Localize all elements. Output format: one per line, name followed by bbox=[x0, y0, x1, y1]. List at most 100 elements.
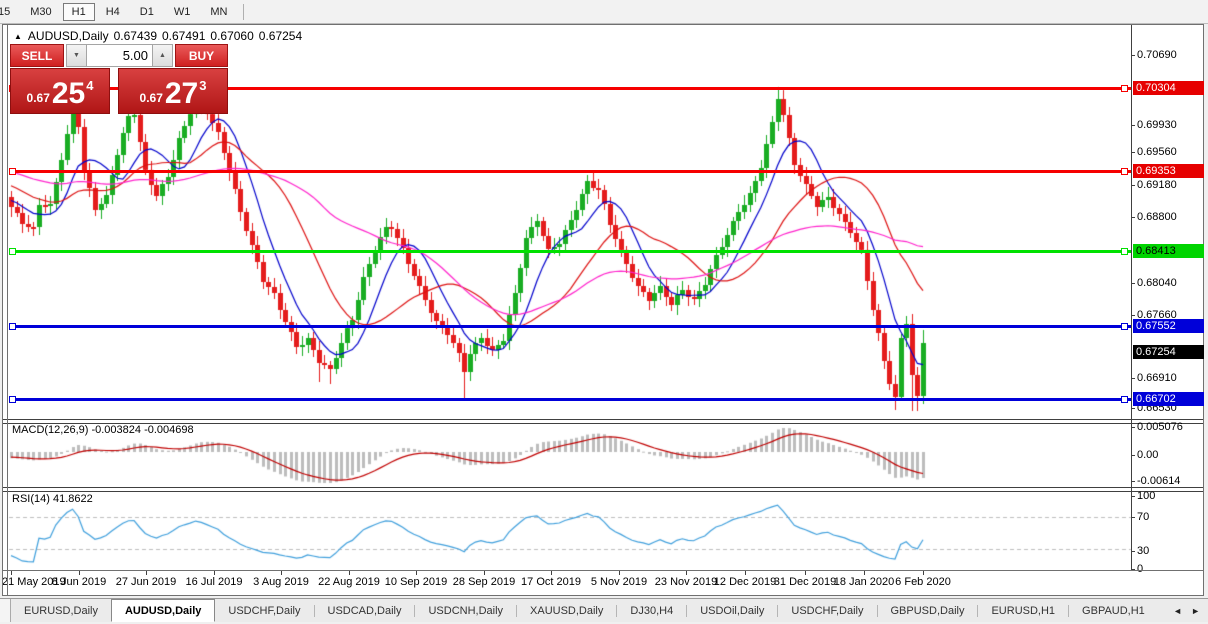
volume-input[interactable] bbox=[87, 44, 152, 67]
date-label: 21 May 2019 bbox=[2, 576, 66, 588]
timeframe-button-d1[interactable]: D1 bbox=[139, 5, 154, 18]
window-left-inner-border bbox=[7, 25, 8, 595]
price-level-badge: 0.66702 bbox=[1133, 392, 1204, 406]
tab-divider bbox=[876, 604, 878, 617]
hline-right-handle[interactable] bbox=[1121, 396, 1128, 403]
price-tick-label: 0.66910 bbox=[1137, 372, 1177, 384]
date-label: 6 Feb 2020 bbox=[895, 576, 951, 588]
tab-scroll-left-icon[interactable]: ◄ bbox=[1173, 605, 1183, 616]
timeframe-toolbar: 15 M30 H1 H4 D1 W1 MN bbox=[0, 0, 1208, 24]
timeframe-button-mn[interactable]: MN bbox=[210, 5, 228, 18]
date-tick bbox=[79, 571, 80, 575]
timeframe-button-w1[interactable]: W1 bbox=[173, 5, 191, 18]
macd-pane-separator[interactable] bbox=[2, 419, 1204, 424]
timeframe-button-h4[interactable]: H4 bbox=[105, 5, 120, 18]
date-tick bbox=[619, 571, 620, 575]
rsi-axis-label: 0 bbox=[1137, 563, 1144, 575]
price-tick bbox=[1131, 185, 1135, 186]
date-tick bbox=[686, 571, 687, 575]
date-tick bbox=[146, 571, 147, 575]
rsi-axis-label: 30 bbox=[1137, 545, 1150, 557]
macd-axis-tick bbox=[1131, 481, 1135, 482]
date-label: 31 Dec 2019 bbox=[773, 576, 837, 588]
price-tick bbox=[1131, 408, 1135, 409]
price-tick-label: 0.70690 bbox=[1137, 49, 1177, 61]
date-tick bbox=[11, 571, 12, 575]
horizontal-level-line-0.68413[interactable] bbox=[9, 250, 1131, 253]
tab-item-usdoil-daily[interactable]: USDOil,Daily bbox=[700, 604, 765, 617]
buy-price-quote[interactable]: 0.67 27 3 bbox=[118, 68, 228, 114]
rsi-axis-tick bbox=[1131, 551, 1135, 552]
timeframe-button-m30[interactable]: M30 bbox=[30, 5, 52, 18]
macd-axis-tick bbox=[1131, 427, 1135, 428]
price-level-badge: 0.70304 bbox=[1133, 81, 1204, 95]
price-tick-label: 0.69560 bbox=[1137, 146, 1177, 158]
price-level-badge: 0.69353 bbox=[1133, 164, 1204, 178]
ohlc-open: 0.67439 bbox=[113, 29, 157, 43]
date-tick bbox=[416, 571, 417, 575]
date-tick bbox=[484, 571, 485, 575]
rsi-axis-label: 70 bbox=[1137, 511, 1150, 523]
tab-divider bbox=[313, 604, 315, 617]
macd-axis-label: 0.00 bbox=[1137, 449, 1159, 461]
price-tick-label: 0.69180 bbox=[1137, 179, 1177, 191]
sell-price-quote[interactable]: 0.67 25 4 bbox=[10, 68, 110, 114]
price-tick bbox=[1131, 55, 1135, 56]
tab-divider bbox=[686, 604, 688, 617]
tab-item-usdcnh-daily[interactable]: USDCNH,Daily bbox=[428, 604, 504, 617]
rsi-pane-separator[interactable] bbox=[2, 487, 1204, 492]
tab-divider bbox=[414, 604, 416, 617]
hline-right-handle[interactable] bbox=[1121, 168, 1128, 175]
sell-button[interactable]: SELL bbox=[10, 44, 64, 67]
price-tick bbox=[1131, 152, 1135, 153]
timeframe-button-h1[interactable]: H1 bbox=[62, 2, 95, 21]
tab-item-gbpusd-daily[interactable]: GBPUSD,Daily bbox=[890, 604, 965, 617]
hline-left-handle[interactable] bbox=[9, 168, 16, 175]
buy-button[interactable]: BUY bbox=[175, 44, 228, 67]
horizontal-level-line-0.69353[interactable] bbox=[9, 170, 1131, 173]
hline-left-handle[interactable] bbox=[9, 248, 16, 255]
date-axis-separator bbox=[2, 570, 1204, 571]
tab-item-usdchf-daily[interactable]: USDCHF,Daily bbox=[791, 604, 864, 617]
chart-title: ▲ AUDUSD,Daily 0.67439 0.67491 0.67060 0.6725… bbox=[14, 29, 302, 43]
tab-item-usdcad-daily[interactable]: USDCAD,Daily bbox=[327, 604, 402, 617]
hline-right-handle[interactable] bbox=[1121, 323, 1128, 330]
tab-list: EURUSD,Daily AUDUSD,Daily USDCHF,Daily USDC… bbox=[11, 599, 1158, 622]
horizontal-level-line-0.70304[interactable] bbox=[9, 87, 1131, 90]
hline-left-handle[interactable] bbox=[9, 396, 16, 403]
tab-item-eurusd-h1[interactable]: EURUSD,H1 bbox=[991, 604, 1056, 617]
price-tick-label: 0.68040 bbox=[1137, 277, 1177, 289]
ohlc-low: 0.67060 bbox=[210, 29, 254, 43]
volume-increase-button[interactable]: ▲ bbox=[152, 44, 173, 67]
tab-item-xauusd-daily[interactable]: XAUUSD,Daily bbox=[530, 604, 604, 617]
date-tick bbox=[923, 571, 924, 575]
tab-item-usdchf-daily[interactable]: USDCHF,Daily bbox=[228, 604, 301, 617]
tab-scroll-right-icon[interactable]: ► bbox=[1191, 605, 1200, 616]
horizontal-level-line-0.67552[interactable] bbox=[9, 325, 1131, 328]
rsi-axis-tick bbox=[1131, 496, 1135, 497]
window-bottom-border bbox=[2, 595, 1204, 596]
tab-item-eurusd-daily[interactable]: EURUSD,Daily bbox=[24, 604, 98, 617]
toolbar-separator bbox=[243, 3, 245, 20]
sell-price-pip: 4 bbox=[86, 78, 94, 93]
hline-right-handle[interactable] bbox=[1121, 85, 1128, 92]
date-label: 10 Sep 2019 bbox=[384, 576, 448, 588]
tab-strip-stub bbox=[0, 599, 11, 622]
tab-scroll-buttons: ◄ ► bbox=[1173, 599, 1208, 622]
hline-right-handle[interactable] bbox=[1121, 248, 1128, 255]
hline-left-handle[interactable] bbox=[9, 323, 16, 330]
price-tick bbox=[1131, 217, 1135, 218]
collapse-triangle-icon[interactable]: ▲ bbox=[14, 32, 22, 41]
timeframe-button-15[interactable]: 15 bbox=[0, 5, 11, 18]
tab-item-gbpaud-h1[interactable]: GBPAUD,H1 bbox=[1082, 604, 1145, 617]
price-tick bbox=[1131, 378, 1135, 379]
horizontal-level-line-0.66702[interactable] bbox=[9, 398, 1131, 401]
tab-item-dj30-h4[interactable]: DJ30,H4 bbox=[630, 604, 674, 617]
macd-label: MACD(12,26,9) -0.003824 -0.004698 bbox=[12, 424, 194, 436]
tab-item-audusd-daily[interactable]: AUDUSD,Daily bbox=[110, 599, 216, 622]
volume-decrease-button[interactable]: ▼ bbox=[66, 44, 87, 67]
date-label: 3 Aug 2019 bbox=[253, 576, 309, 588]
price-level-badge: 0.67552 bbox=[1133, 319, 1204, 333]
sell-price-prefix: 0.67 bbox=[26, 91, 50, 105]
